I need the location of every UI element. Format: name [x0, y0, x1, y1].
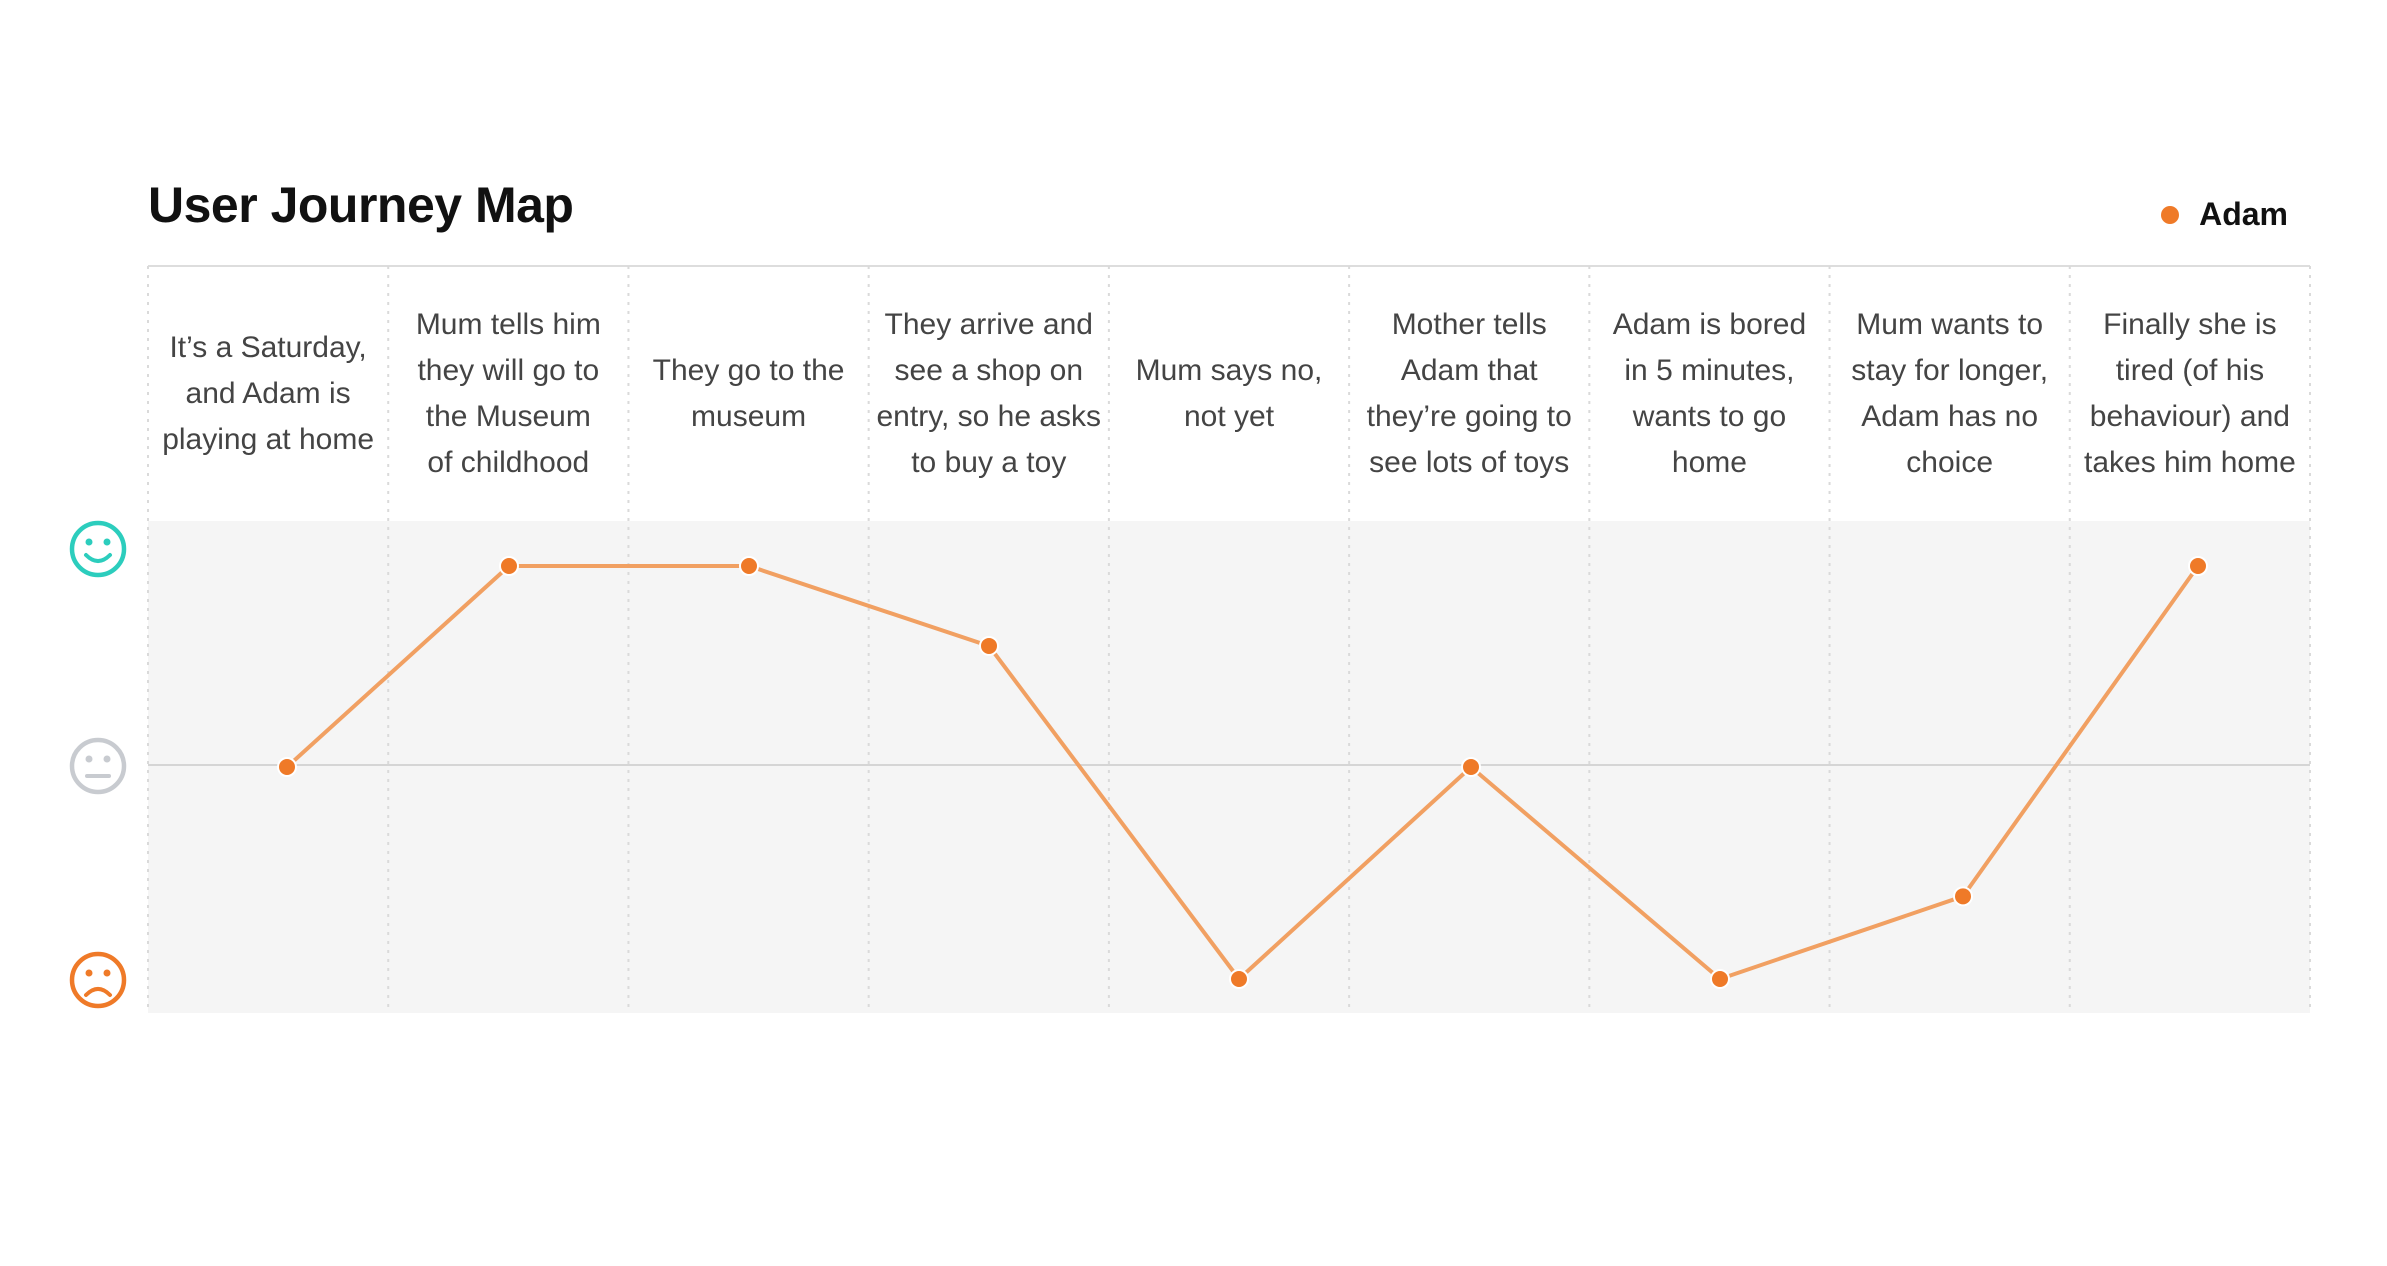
stage-text-5: Mum says no, not yet — [1136, 354, 1323, 433]
stage-text-line: not yet — [1184, 400, 1275, 433]
stage-text-6: Mother tells Adam that they’re going to see… — [1367, 308, 1572, 479]
stage-text-line: Adam has no — [1861, 400, 2038, 433]
legend-label-adam: Adam — [2199, 196, 2288, 232]
stage-text-line: and Adam is — [186, 377, 351, 410]
plot-area — [148, 521, 2310, 1013]
legend-marker — [2161, 205, 2180, 224]
stage-text-line: Mum says no, — [1136, 354, 1323, 387]
data-point-3 — [739, 556, 759, 576]
data-point-6 — [1461, 757, 1481, 777]
stage-text-line: in 5 minutes, — [1624, 354, 1794, 387]
stage-text-line: Mum tells him — [416, 308, 601, 341]
stage-text-line: choice — [1906, 446, 1993, 479]
stage-text-8: Mum wants to stay for longer, Adam has no c… — [1851, 308, 2048, 479]
stage-text-line: wants to go — [1632, 400, 1786, 433]
neutral-face-icon — [69, 737, 127, 795]
stage-text-7: Adam is bored in 5 minutes, wants to go hom… — [1613, 308, 1806, 479]
stage-text-line: museum — [691, 400, 806, 433]
stage-text-line: Mother tells — [1392, 308, 1547, 341]
stage-text-line: tired (of his — [2116, 354, 2264, 387]
stage-text-line: the Museum — [426, 400, 591, 433]
stage-text-line: see lots of toys — [1369, 446, 1569, 479]
data-point-1 — [277, 757, 297, 777]
data-point-2 — [499, 556, 519, 576]
stage-text-line: home — [1672, 446, 1747, 479]
stage-text-line: see a shop on — [895, 354, 1083, 387]
stage-text-3: They go to the museum — [653, 354, 845, 433]
chart-title: User Journey Map — [148, 177, 574, 233]
stage-text-line: they will go to — [417, 354, 599, 387]
stage-text-4: They arrive and see a shop on entry, so he… — [877, 308, 1102, 479]
data-point-8 — [1953, 886, 1973, 907]
stage-text-line: It’s a Saturday, — [169, 331, 366, 364]
sad-face-icon — [69, 951, 127, 1009]
legend: Adam — [2161, 196, 2288, 233]
stage-text-line: Finally she is — [2103, 308, 2276, 341]
stage-text-line: to buy a toy — [911, 446, 1066, 479]
stage-text-line: They go to the — [653, 354, 845, 387]
stage-text-line: Mum wants to — [1856, 308, 2043, 341]
stage-text-line: entry, so he asks — [877, 400, 1102, 433]
stage-text-line: they’re going to — [1367, 400, 1572, 433]
happy-face-icon — [69, 520, 127, 578]
stage-text-line: of childhood — [427, 446, 589, 479]
stage-text-line: behaviour) and — [2090, 400, 2290, 433]
stage-text-line: stay for longer, — [1851, 354, 2048, 387]
stage-text-line: playing at home — [162, 423, 374, 456]
stage-text-line: They arrive and — [885, 308, 1093, 341]
data-point-4 — [979, 635, 999, 656]
stage-text-1: It’s a Saturday, and Adam is playing at ho… — [162, 331, 374, 456]
stage-text-2: Mum tells him they will go to the Museum of… — [416, 308, 601, 479]
data-point-7 — [1710, 969, 1730, 989]
data-point-5 — [1229, 969, 1249, 989]
stage-text-line: Adam that — [1401, 354, 1538, 387]
stage-text-line: takes him home — [2084, 446, 2296, 479]
stage-text-line: Adam is bored — [1613, 308, 1806, 341]
data-point-9 — [2188, 556, 2208, 576]
stage-text-9: Finally she is tired (of his behaviour) an… — [2084, 308, 2296, 479]
